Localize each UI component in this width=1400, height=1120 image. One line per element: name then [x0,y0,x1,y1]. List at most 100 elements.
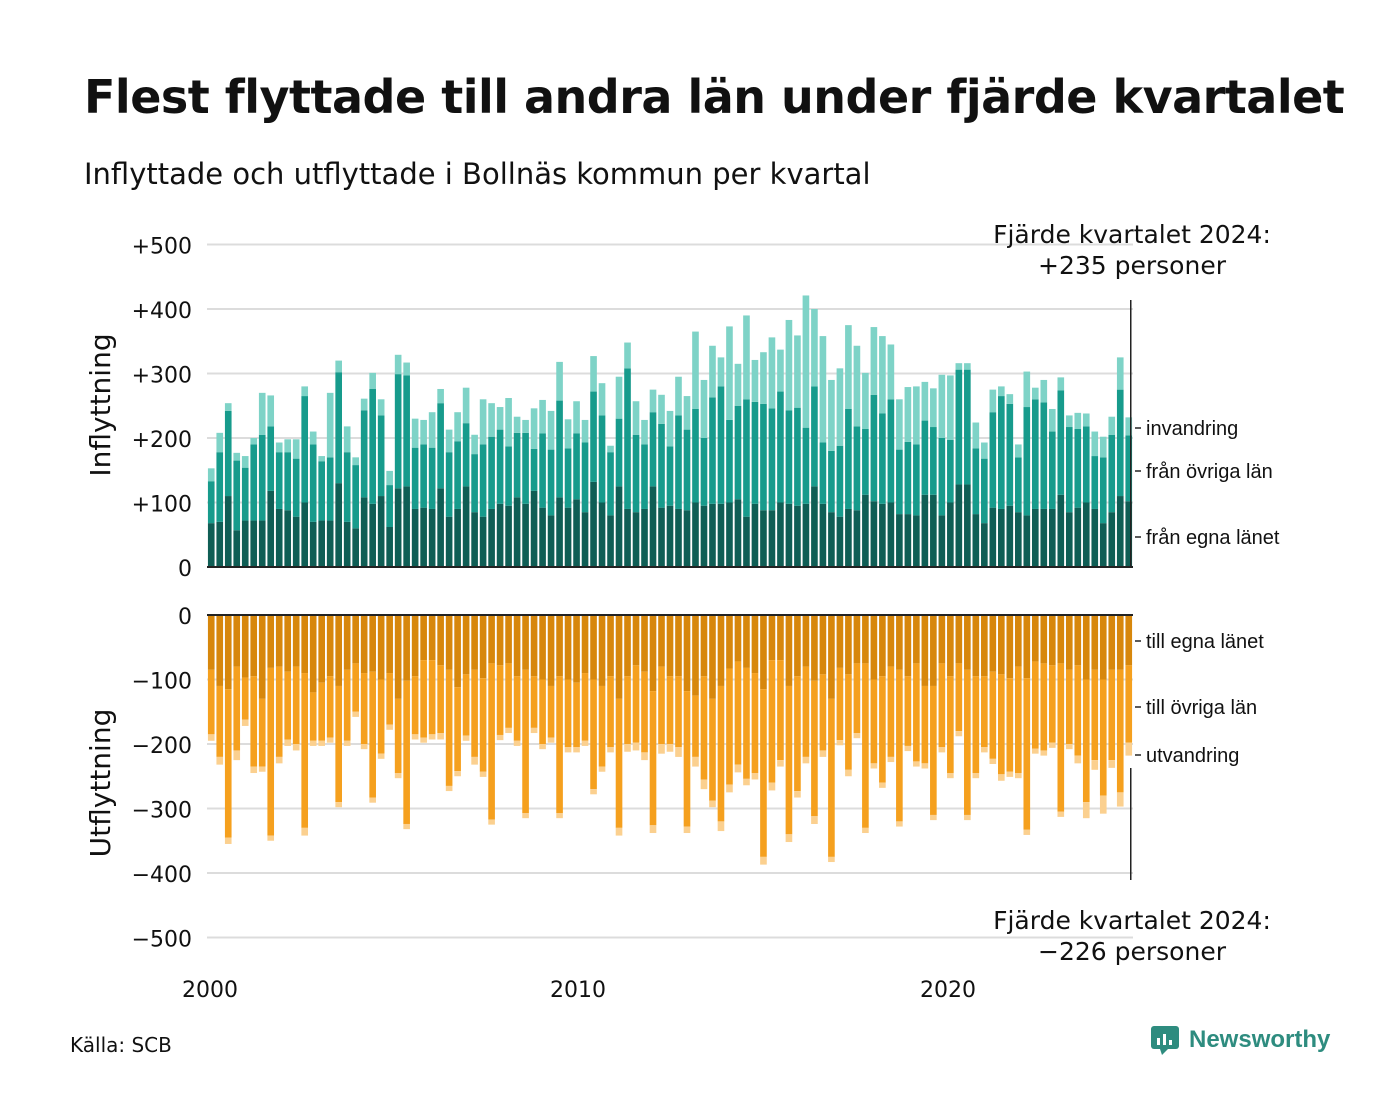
inflow-bar [811,486,818,568]
inflow-bar [981,458,988,524]
outflow-bar [216,756,224,765]
inflow-bar [607,515,614,567]
top-annotation-line2: +235 personer [1038,251,1227,280]
inflow-bar [879,336,886,414]
inflow-bar [454,508,461,567]
inflow-bar [258,520,266,567]
outflow-bar [318,682,325,741]
inflow-bar [921,420,929,495]
inflow-bar [352,457,359,466]
inflow-bar [394,374,402,489]
outflow-bar [1125,665,1133,743]
outflow-bar [1091,615,1099,670]
outflow-bar [913,761,920,767]
inflow-bar [1082,426,1090,503]
outflow-bar [896,669,903,822]
inflow-bar [513,432,521,498]
inflow-bar [573,401,580,434]
inflow-bar [811,386,818,487]
inflow-bar [360,410,368,498]
inflow-bar [904,387,912,442]
inflow-bar [564,419,572,449]
inflow-bar [556,400,563,498]
inflow-bar [845,408,852,509]
outflow-bar [513,676,521,741]
outflow-bar [284,671,292,740]
outflow-bar [649,615,657,692]
outflow-bar [760,856,767,865]
inflow-bar [403,375,410,487]
outflow-bar [343,740,351,746]
inflow-bar [1091,456,1099,509]
outflow-bar [683,691,691,827]
inflow-bar [556,497,563,567]
inflow-bar [267,426,275,491]
inflow-bar [505,446,512,506]
inflow-bar [1108,512,1116,567]
outflow-bar [768,782,776,791]
inflow-bar [1040,379,1048,403]
inflow-bar [751,401,759,504]
inflow-bar [522,503,529,567]
axes: 0 +100 +200 +300 +400 +500 0 −100 −200 −300 −400 −5… [84,235,1133,1003]
outflow-bar [1040,663,1048,751]
inflow-bar [743,399,750,517]
outflow-bar [675,676,682,748]
inflow-bar [1099,436,1107,458]
outflow-bar [964,615,971,670]
inflow-bar [275,508,283,567]
outflow-bar [454,615,461,688]
outflow-bar [488,615,495,664]
outflow-bar [870,615,878,680]
outflow-bar [377,615,385,680]
outflow-bar [683,826,691,834]
outflow-bar [258,698,266,767]
inflow-bar [913,444,920,516]
outflow-bar [513,615,521,677]
outflow-bar [930,814,937,821]
outflow-bar [420,737,427,743]
inflow-bar [386,485,393,527]
inflow-bar [386,470,393,486]
outflow-bar [530,727,538,734]
inflow-bar [326,457,334,521]
outflow-bar [717,615,725,686]
outflow-bar [292,666,300,744]
inflow-bar [896,514,903,567]
inflow-bar [573,433,580,500]
outflow-bar [615,827,623,836]
inflow-bar [972,448,980,515]
outflow-bar [1048,615,1056,666]
outflow-bar [233,750,241,761]
inflow-bar [947,439,954,503]
inflow-bar [1074,428,1082,508]
outflow-bar [428,615,436,661]
inflow-bar [513,497,521,567]
inflow-bar [437,488,444,567]
outflow-bar [335,802,342,808]
inflow-bar [377,496,385,567]
bottom-ytick-label: −500 [132,928,192,953]
outflow-bar [250,615,258,677]
outflow-bar [547,615,555,686]
inflow-bar [301,386,309,397]
top-ytick-label: +400 [132,299,192,324]
inflow-bar [318,520,325,567]
outflow-bar [743,615,750,668]
inflow-bar [777,391,784,503]
inflow-bar [581,419,589,443]
inflow-bar [777,502,784,567]
outflow-bar [267,835,275,841]
inflow-bar [658,423,665,508]
outflow-bar [947,615,954,677]
series-label: till egna länet [1146,631,1264,653]
inflow-bar [904,441,912,515]
outflow-bar [828,856,835,863]
outflow-bar [326,676,334,738]
outflow-bar [777,615,784,661]
outflow-bar [1108,760,1116,768]
outflow-bar [352,711,359,717]
outflow-bar [258,615,266,699]
inflow-bar [734,499,742,567]
outflow-bar [964,814,971,821]
